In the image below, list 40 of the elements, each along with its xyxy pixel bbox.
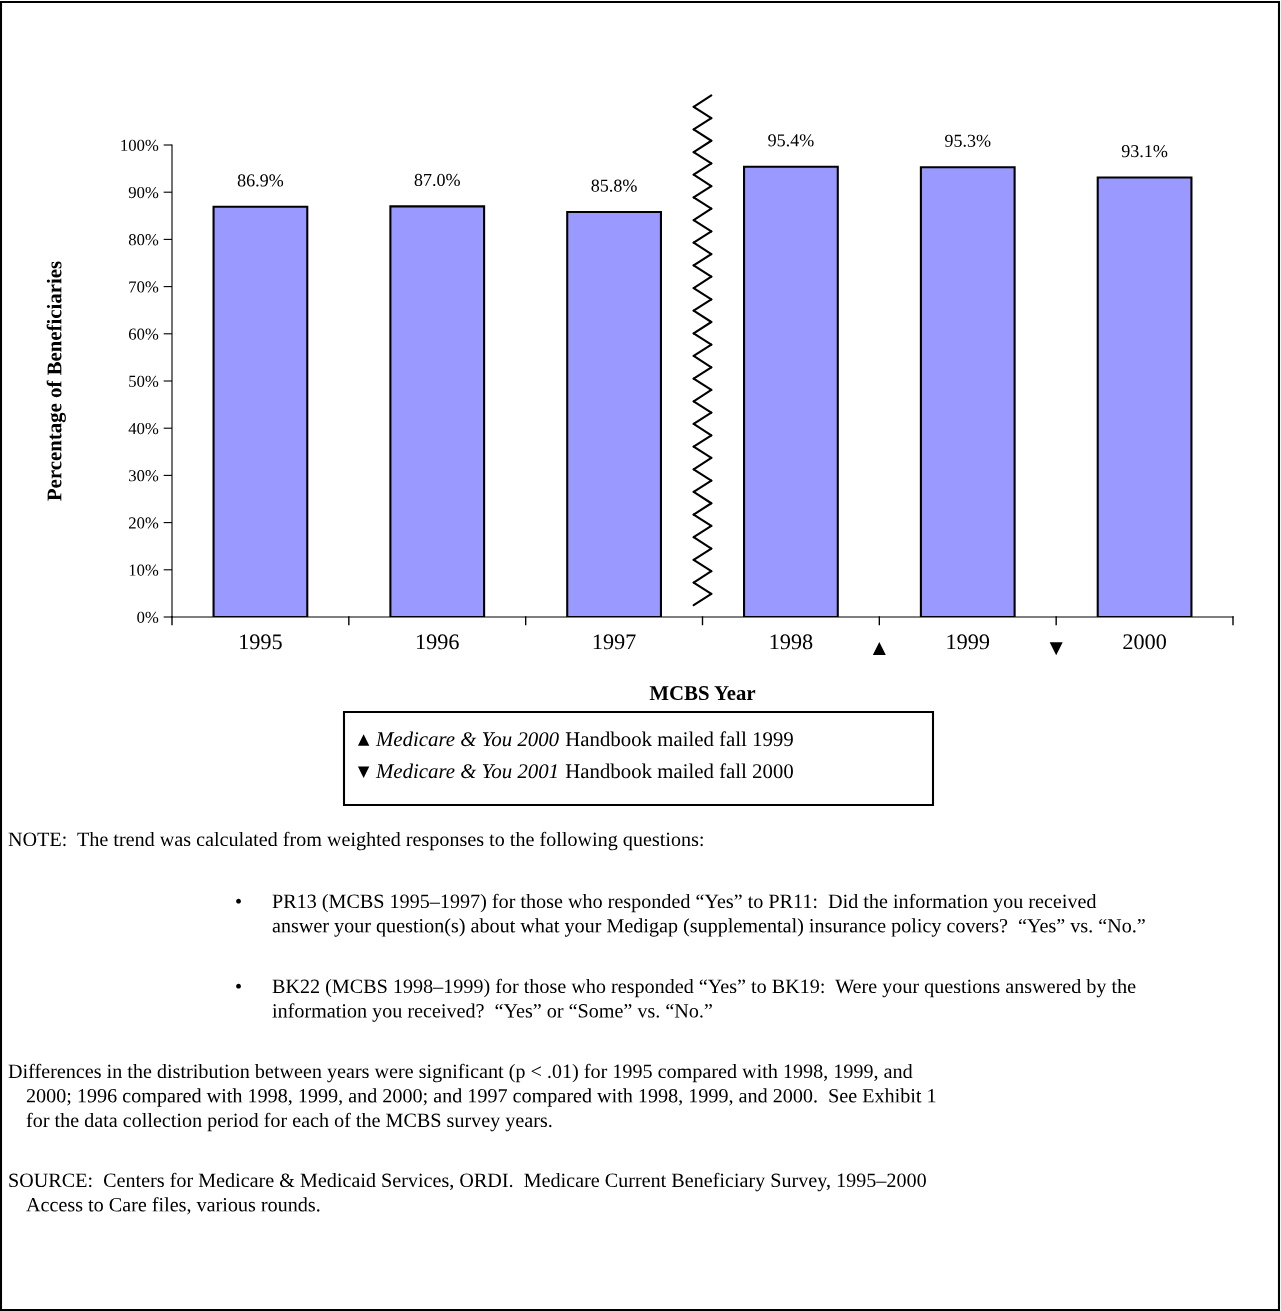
data-label: 87.0% (414, 173, 460, 187)
y-tick-label: 10% (129, 564, 159, 576)
y-tick-label: 0% (137, 611, 159, 623)
text: Handbook mailed fall 1999 (565, 731, 793, 747)
text: • (236, 983, 241, 989)
data-label: 86.9% (237, 174, 284, 187)
y-tick-label: 80% (128, 234, 159, 246)
text: BK22 (MCBS 1998–1999) for those who responded “Yes” to BK19: Were your questions answered by the information you received? “Yes” or “Some” vs. “No.” (272, 978, 1136, 1022)
text: ▼ (1049, 642, 1063, 656)
text: ▲ (872, 641, 886, 655)
x-tick-label: 1996 (416, 634, 459, 650)
y-tick-label: 30% (129, 470, 159, 482)
x-tick-label: 1995 (240, 634, 282, 650)
text: Differences in the distribution between years were significant (p < .01) for 1995 compared with 1998, 1999, and 2000; 1996 compared with 1998, 1999, and 2000; and 1997 compared with 1998, 1999, and 2000. See Exhibit 1 for the data collection period for each of the MCBS survey years. (8, 1063, 936, 1132)
text: • (236, 898, 241, 904)
text: Medicare & You 2000 (375, 731, 559, 747)
y-tick-label: 60% (128, 328, 159, 340)
text: NOTE: The trend was calculated from weighted responses to the following questions: (8, 831, 703, 851)
y-tick-label: 20% (128, 517, 159, 529)
y-tick-label: 70% (129, 281, 159, 293)
x-axis-title: MCBS Year (649, 686, 756, 701)
source-note: SOURCE: Centers for Medicare & Medicaid Services, ORDI. Medicare Current Beneficiary Survey, 1995–2000 Access to Care files, various rounds. (9, 1172, 926, 1215)
data-label: 85.8% (591, 179, 637, 192)
text: PR13 (MCBS 1995–1997) for those who responded “Yes” to PR11: Did the information you received answer your question(s) about what your Medigap (supplemental) insurance policy covers? “Yes” vs. “No.” (272, 893, 1145, 937)
data-label: 95.4% (768, 134, 814, 147)
y-tick-label: 50% (129, 375, 159, 387)
text: ▲ (357, 734, 370, 746)
x-tick-label: 2000 (1123, 634, 1166, 650)
x-tick-label: 1999 (947, 634, 990, 650)
y-tick-label: 100% (121, 139, 159, 151)
x-tick-label: 1998 (770, 634, 813, 650)
text: Medicare & You 2001 (375, 763, 557, 779)
text: Handbook mailed fall 2000 (565, 763, 793, 779)
y-tick-label: 90% (128, 186, 159, 199)
data-label: 93.1% (1121, 145, 1168, 158)
data-label: 95.3% (945, 134, 991, 147)
y-axis-title: Percentage of Beneficiaries (46, 261, 66, 501)
text: ▼ (357, 766, 370, 778)
x-tick-label: 1997 (593, 634, 636, 650)
y-tick-label: 40% (128, 422, 159, 435)
